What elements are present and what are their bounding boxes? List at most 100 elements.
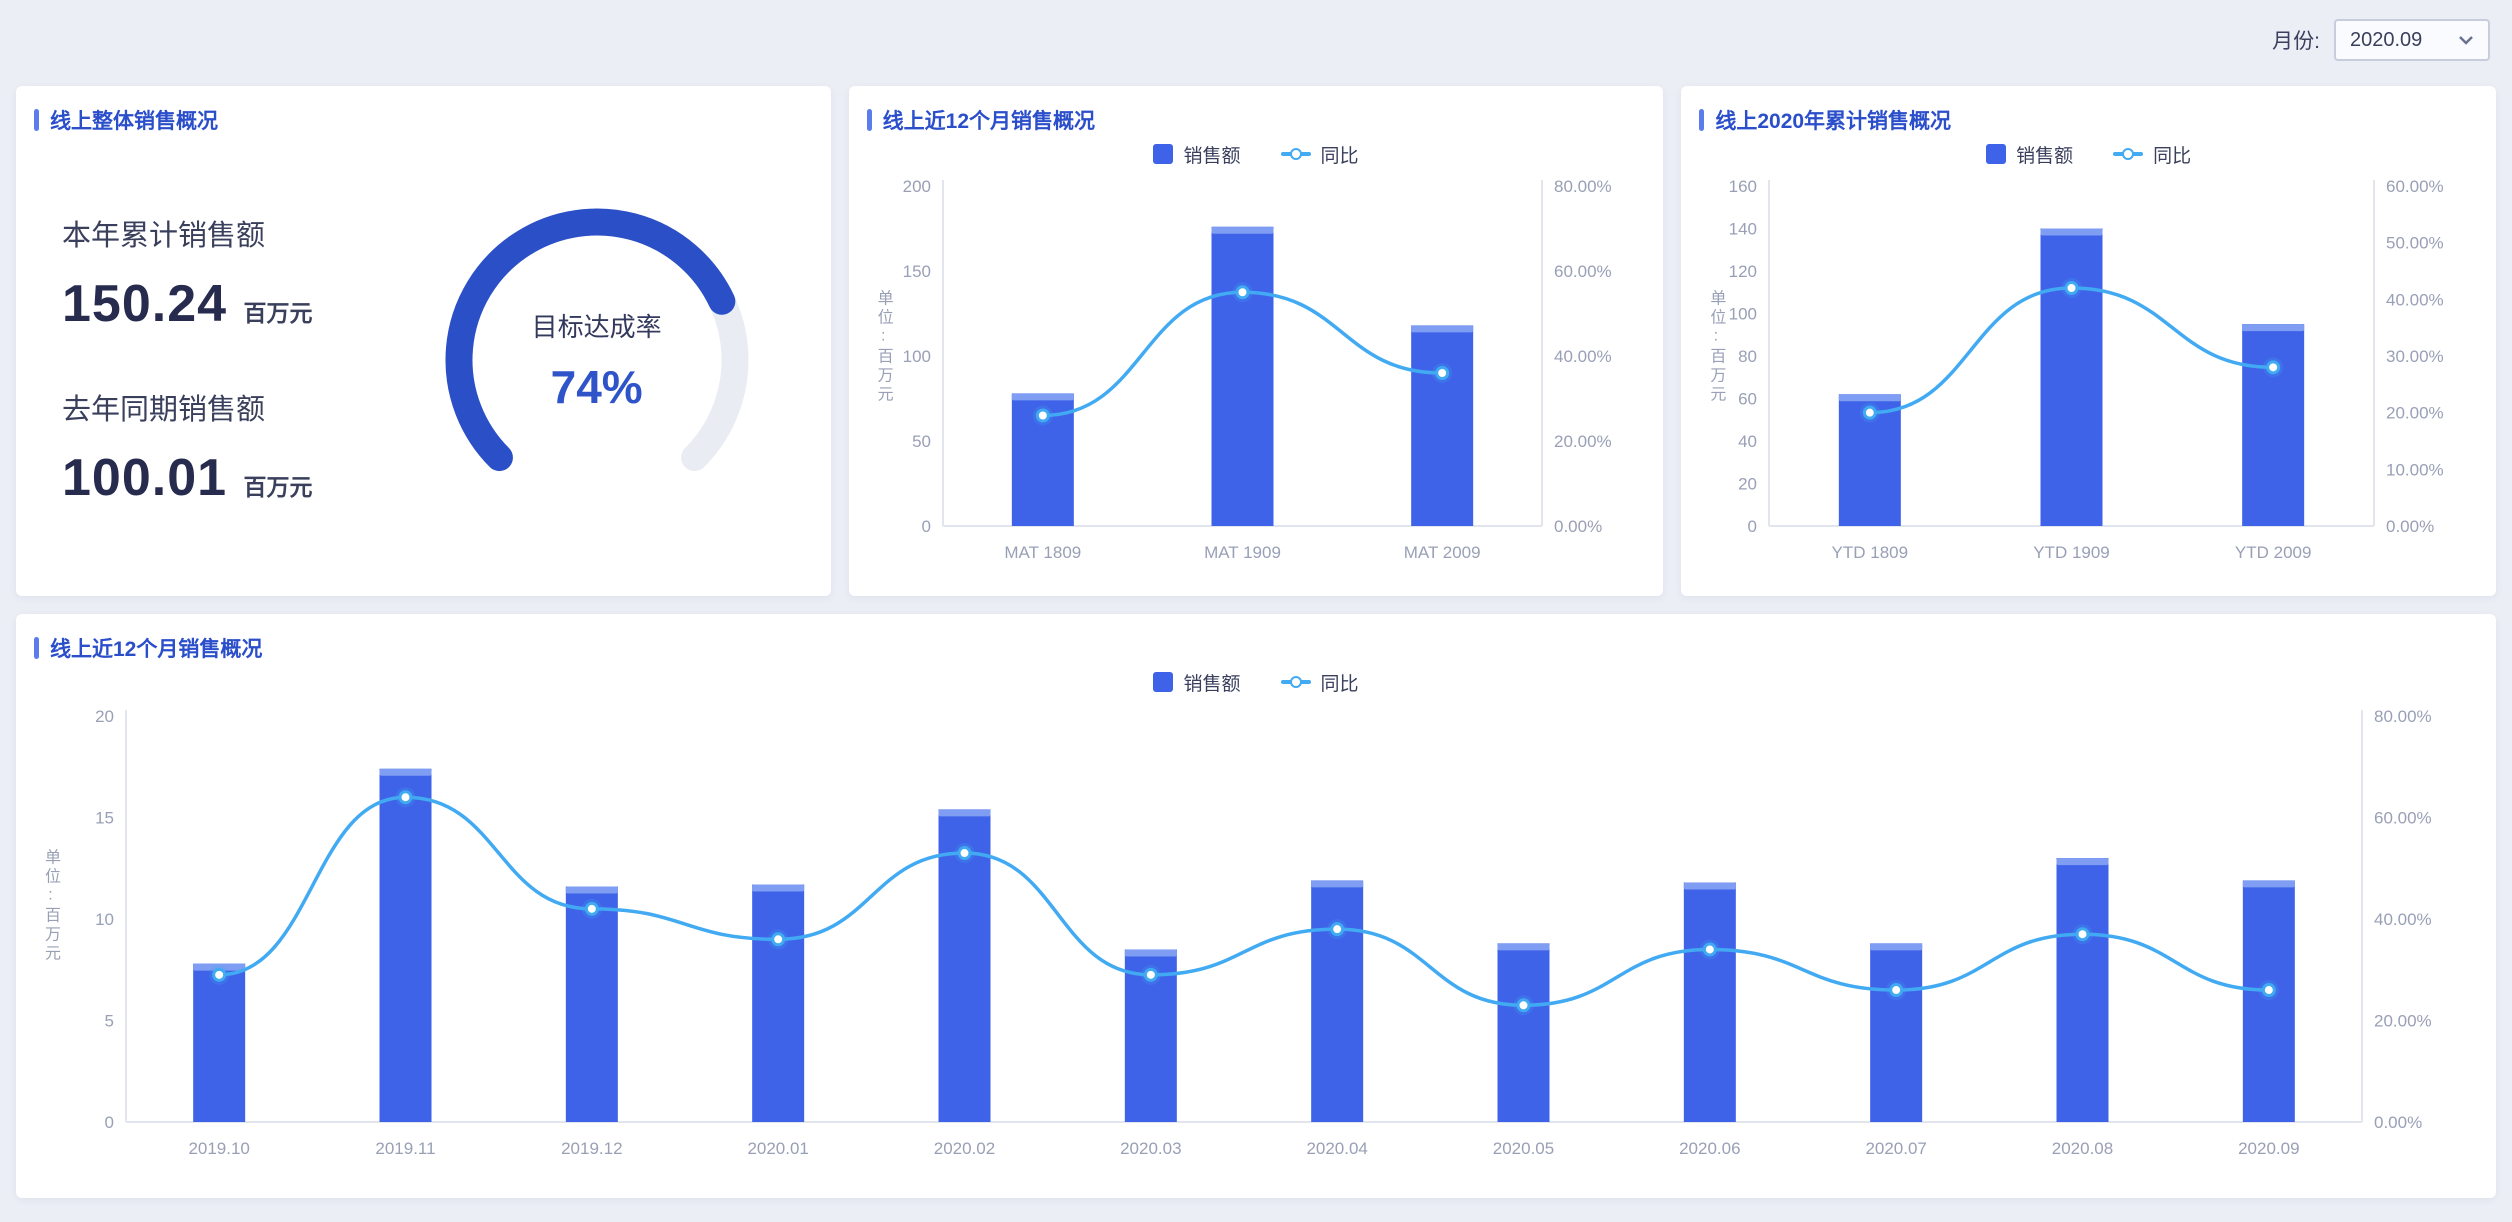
svg-text:MAT 2009: MAT 2009: [1403, 543, 1480, 562]
bar-line-chart-ytd: 0 20 40 60 80 100 120 140 160 0.00% 10.00% 20.00% 30…: [1729, 177, 2444, 562]
svg-text:50.00%: 50.00%: [2386, 234, 2444, 253]
title-accent-bar: [1699, 109, 1705, 131]
kpi-last-year-sales: 去年同期销售额 100.01 百万元: [62, 386, 427, 508]
legend-item-yoy[interactable]: 同比: [1280, 141, 1359, 168]
svg-text:30.00%: 30.00%: [2386, 347, 2444, 366]
kpi-value: 150.24: [62, 275, 228, 333]
legend-label: 同比: [2153, 145, 2192, 167]
title-accent-bar: [34, 637, 39, 659]
month-filter-value: 2020.09: [2350, 28, 2423, 51]
bar-swatch-icon: [1153, 672, 1174, 692]
panel-overall-sales: 线上整体销售概况 本年累计销售额 150.24 百万元 去年同期销售额 100: [16, 86, 831, 596]
dashboard-layout: 线上整体销售概况 本年累计销售额 150.24 百万元 去年同期销售额 100: [0, 66, 2512, 1198]
panel-mat-sales: 线上近12个月销售概况 销售额 同比 单位:百万元 0 50 100 150 200 0.…: [848, 86, 1664, 596]
panel-title-text: 线上近12个月销售概况: [882, 110, 1096, 133]
svg-text:2020.07: 2020.07: [1865, 1139, 1926, 1158]
kpi-list: 本年累计销售额 150.24 百万元 去年同期销售额 100.01 百万元: [62, 188, 427, 532]
chart-legend: 销售额 同比: [34, 664, 2478, 700]
svg-text:60.00%: 60.00%: [1554, 262, 1612, 281]
legend-item-sales[interactable]: 销售额: [1153, 669, 1241, 696]
legend-item-sales[interactable]: 销售额: [1986, 141, 2073, 168]
legend-label: 销售额: [1183, 673, 1241, 695]
kpi-value-row: 150.24 百万元: [62, 274, 427, 334]
chart-legend: 销售额 同比: [867, 136, 1646, 172]
panel-title-text: 线上2020年累计销售概况: [1715, 110, 1952, 133]
svg-text:50: 50: [912, 432, 931, 451]
svg-text:2019.10: 2019.10: [188, 1139, 249, 1158]
svg-text:2020.06: 2020.06: [1679, 1139, 1740, 1158]
svg-text:0.00%: 0.00%: [1554, 517, 1602, 536]
svg-text:2019.11: 2019.11: [375, 1139, 435, 1158]
svg-text:60.00%: 60.00%: [2374, 809, 2432, 828]
svg-text:YTD 2009: YTD 2009: [2235, 543, 2312, 562]
svg-text:MAT 1909: MAT 1909: [1204, 543, 1281, 562]
svg-text:20: 20: [1738, 475, 1757, 494]
legend-label: 同比: [1320, 673, 1359, 695]
svg-text:MAT 1809: MAT 1809: [1004, 543, 1081, 562]
svg-text:60: 60: [1738, 390, 1757, 409]
chart-area-monthly: 单位:百万元 0 5 10 15 20 0.00% 20.00% 40.00% 60.00% 80…: [34, 702, 2478, 1188]
svg-text:20.00%: 20.00%: [2374, 1012, 2432, 1031]
kpi-label: 本年累计销售额: [62, 220, 266, 252]
legend-label: 销售额: [2016, 145, 2074, 167]
svg-text:0.00%: 0.00%: [2386, 517, 2434, 536]
svg-text:2020.03: 2020.03: [1120, 1139, 1181, 1158]
chevron-down-icon: [2459, 36, 2473, 45]
y-axis-unit-label: 单位:百万元: [42, 848, 59, 964]
overview-body: 本年累计销售额 150.24 百万元 去年同期销售额 100.01 百万元: [34, 134, 813, 586]
svg-text:2020.08: 2020.08: [2052, 1139, 2113, 1158]
panel-title-text: 线上近12个月销售概况: [50, 638, 263, 661]
legend-label: 销售额: [1183, 145, 1241, 167]
svg-text:200: 200: [902, 177, 930, 196]
svg-text:40.00%: 40.00%: [1554, 347, 1612, 366]
panel-ytd-sales: 线上2020年累计销售概况 销售额 同比 单位:百万元 0 20 40 60 80 100…: [1681, 86, 2497, 596]
svg-text:2020.01: 2020.01: [747, 1139, 808, 1158]
gauge-label: 目标达成率: [531, 311, 662, 342]
gauge-arc: [445, 208, 749, 472]
kpi-value: 100.01: [62, 449, 228, 507]
line-swatch-icon: [2113, 148, 2144, 160]
svg-text:10: 10: [95, 910, 114, 929]
target-completion-gauge: 目标达成率 74%: [427, 190, 767, 530]
kpi-label: 去年同期销售额: [62, 394, 266, 426]
month-filter-select[interactable]: 2020.09: [2334, 19, 2490, 61]
svg-text:0.00%: 0.00%: [2374, 1113, 2422, 1132]
chart-area-mat: 单位:百万元 0 50 100 150 200 0.00% 20.00% 40.00% 60.0…: [867, 174, 1646, 586]
svg-text:0: 0: [1748, 517, 1757, 536]
svg-text:2019.12: 2019.12: [561, 1139, 622, 1158]
panel-title-monthly: 线上近12个月销售概况: [34, 634, 2478, 662]
svg-text:80.00%: 80.00%: [1554, 177, 1612, 196]
svg-text:60.00%: 60.00%: [2386, 177, 2444, 196]
svg-text:100: 100: [902, 347, 930, 366]
panel-title-ytd: 线上2020年累计销售概况: [1699, 106, 2478, 134]
legend-label: 同比: [1320, 145, 1359, 167]
svg-text:YTD 1809: YTD 1809: [1832, 543, 1909, 562]
svg-text:0: 0: [105, 1113, 114, 1132]
svg-text:40.00%: 40.00%: [2374, 910, 2432, 929]
legend-item-yoy[interactable]: 同比: [2113, 141, 2191, 168]
line-swatch-icon: [1280, 676, 1311, 688]
svg-text:20.00%: 20.00%: [2386, 404, 2444, 423]
panel-title-overall: 线上整体销售概况: [34, 106, 813, 134]
gauge-center-text: 目标达成率 74%: [427, 190, 767, 530]
panel-monthly-sales: 线上近12个月销售概况 销售额 同比 单位:百万元 0 5 10 15 20 0.00% 2…: [16, 614, 2496, 1198]
kpi-unit: 百万元: [243, 300, 313, 326]
svg-text:10.00%: 10.00%: [2386, 460, 2444, 479]
svg-text:YTD 1909: YTD 1909: [2034, 543, 2111, 562]
svg-text:40.00%: 40.00%: [2386, 290, 2444, 309]
svg-text:140: 140: [1729, 220, 1757, 239]
bar-swatch-icon: [1986, 144, 2007, 164]
svg-text:40: 40: [1738, 432, 1757, 451]
svg-text:2020.04: 2020.04: [1306, 1139, 1367, 1158]
bar-line-chart-monthly: 0 5 10 15 20 0.00% 20.00% 40.00% 60.00% 80.00% 201…: [95, 707, 2432, 1158]
svg-text:15: 15: [95, 809, 114, 828]
svg-text:20.00%: 20.00%: [1554, 432, 1612, 451]
svg-text:2020.02: 2020.02: [934, 1139, 995, 1158]
legend-item-yoy[interactable]: 同比: [1280, 669, 1359, 696]
top-row: 线上整体销售概况 本年累计销售额 150.24 百万元 去年同期销售额 100: [16, 86, 2497, 596]
chart-area-ytd: 单位:百万元 0 20 40 60 80 100 120 140 160 0.00% 10.00% 2…: [1699, 174, 2478, 586]
legend-item-sales[interactable]: 销售额: [1153, 141, 1241, 168]
bar-line-chart-mat: 0 50 100 150 200 0.00% 20.00% 40.00% 60.00% 80.00…: [902, 177, 1612, 562]
line-swatch-icon: [1280, 148, 1311, 160]
title-accent-bar: [34, 109, 39, 131]
